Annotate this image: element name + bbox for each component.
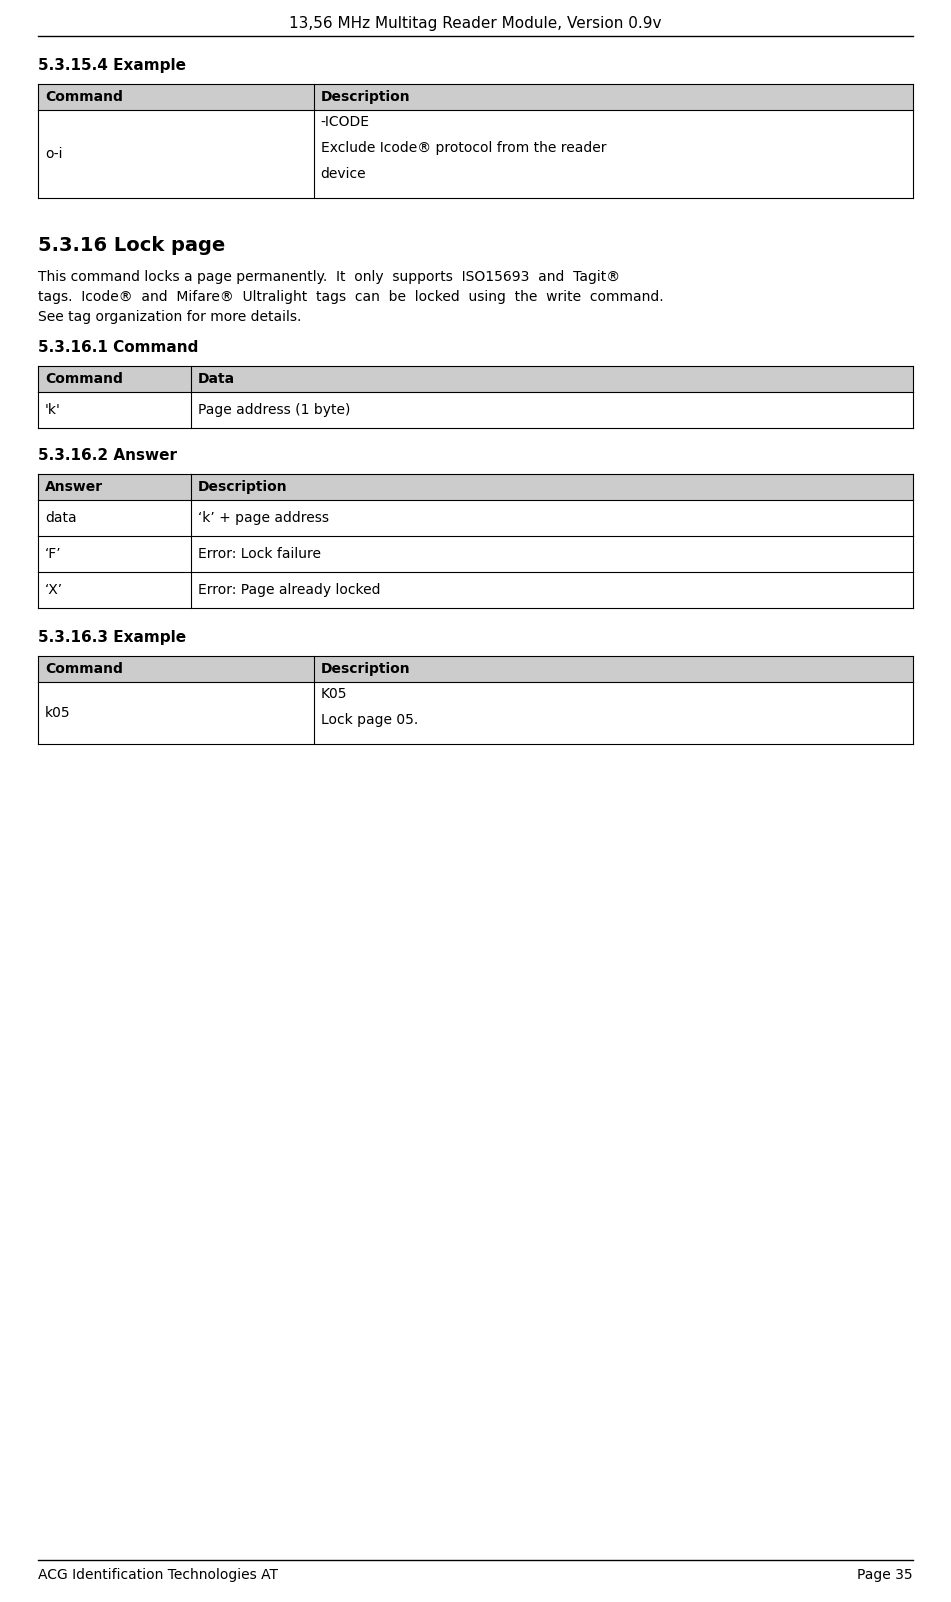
Text: Error: Page already locked: Error: Page already locked (198, 583, 380, 598)
Text: Command: Command (45, 662, 123, 676)
Text: This command locks a page permanently.  It  only  supports  ISO15693  and  Tagit: This command locks a page permanently. I… (38, 271, 620, 284)
Bar (38, 537, 913, 572)
Text: Error: Lock failure: Error: Lock failure (198, 546, 321, 561)
Text: 5.3.15.4 Example: 5.3.15.4 Example (38, 58, 186, 74)
Text: Lock page 05.: Lock page 05. (320, 713, 417, 727)
Bar (38, 500, 913, 537)
Text: 5.3.16.2 Answer: 5.3.16.2 Answer (38, 449, 177, 463)
Text: Answer: Answer (45, 481, 103, 493)
Text: Command: Command (45, 372, 123, 386)
Text: Data: Data (198, 372, 235, 386)
Text: 13,56 MHz Multitag Reader Module, Version 0.9v: 13,56 MHz Multitag Reader Module, Versio… (289, 16, 662, 30)
Text: See tag organization for more details.: See tag organization for more details. (38, 311, 301, 324)
Text: 5.3.16 Lock page: 5.3.16 Lock page (38, 235, 225, 255)
Bar (38, 682, 913, 743)
Text: Exclude Icode® protocol from the reader: Exclude Icode® protocol from the reader (320, 141, 606, 155)
Text: ‘X’: ‘X’ (45, 583, 63, 598)
Text: Description: Description (320, 90, 410, 104)
Text: Description: Description (320, 662, 410, 676)
Text: device: device (320, 167, 366, 181)
Text: 'k': 'k' (45, 404, 61, 417)
Bar (38, 83, 913, 111)
Text: ‘k’ + page address: ‘k’ + page address (198, 511, 329, 525)
Text: 5.3.16.3 Example: 5.3.16.3 Example (38, 630, 186, 646)
Text: o-i: o-i (45, 147, 63, 160)
Bar (38, 365, 913, 392)
Text: ‘F’: ‘F’ (45, 546, 62, 561)
Text: tags.  Icode®  and  Mifare®  Ultralight  tags  can  be  locked  using  the  writ: tags. Icode® and Mifare® Ultralight tags… (38, 290, 664, 304)
Bar (38, 392, 913, 428)
Text: 5.3.16.1 Command: 5.3.16.1 Command (38, 340, 199, 356)
Bar (38, 655, 913, 682)
Bar (38, 111, 913, 199)
Text: ACG Identification Technologies AT: ACG Identification Technologies AT (38, 1568, 278, 1583)
Text: -ICODE: -ICODE (320, 115, 370, 130)
Text: K05: K05 (320, 687, 347, 702)
Bar (38, 572, 913, 609)
Text: data: data (45, 511, 77, 525)
Text: Command: Command (45, 90, 123, 104)
Bar (38, 474, 913, 500)
Text: Page 35: Page 35 (858, 1568, 913, 1583)
Text: Description: Description (198, 481, 288, 493)
Text: Page address (1 byte): Page address (1 byte) (198, 404, 351, 417)
Text: k05: k05 (45, 706, 70, 719)
